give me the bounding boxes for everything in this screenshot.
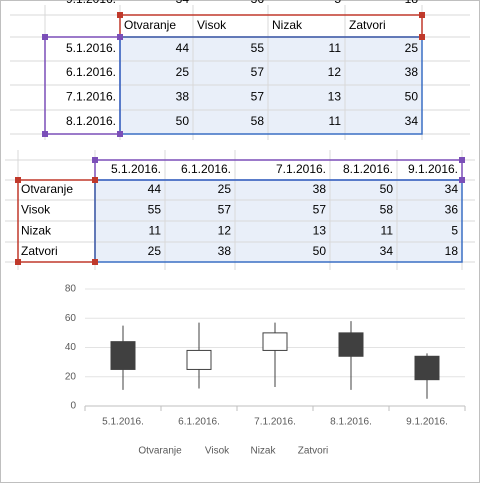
range-handle bbox=[42, 34, 48, 40]
column-header: Visok bbox=[197, 18, 227, 32]
cell-value: 50 bbox=[313, 244, 327, 258]
cell-value: 13 bbox=[313, 224, 327, 238]
cell-value: 36 bbox=[445, 203, 459, 217]
cell-value: 11 bbox=[149, 224, 162, 238]
column-header: 9.1.2016. bbox=[408, 162, 458, 176]
cell-value: 5 bbox=[451, 224, 458, 238]
candle-body bbox=[186, 349, 212, 370]
cell-value: 50 bbox=[405, 90, 419, 104]
x-tick-label: 6.1.2016. bbox=[178, 417, 220, 428]
cell-value: 25 bbox=[148, 244, 162, 258]
cell-value: 38 bbox=[405, 65, 419, 79]
cell-value: 34 bbox=[176, 0, 190, 6]
range-handle bbox=[419, 12, 425, 18]
x-tick-label: 8.1.2016. bbox=[330, 417, 372, 428]
range-handle bbox=[92, 177, 98, 183]
y-tick-label: 40 bbox=[65, 342, 77, 353]
row-header: 9.1.2016. bbox=[66, 0, 116, 6]
range-handle bbox=[92, 259, 98, 265]
cell-value: 50 bbox=[380, 182, 394, 196]
cell-value: 34 bbox=[405, 114, 419, 128]
column-header: Nizak bbox=[272, 18, 303, 32]
x-tick-label: 5.1.2016. bbox=[102, 417, 144, 428]
y-tick-label: 0 bbox=[70, 401, 76, 412]
legend-entry: Visok bbox=[205, 446, 230, 457]
x-tick-label: 9.1.2016. bbox=[406, 417, 448, 428]
range-border bbox=[94, 179, 463, 263]
row-header: 7.1.2016. bbox=[66, 90, 116, 104]
range-handle bbox=[15, 259, 21, 265]
candle-body bbox=[110, 341, 136, 370]
range-handle bbox=[419, 34, 425, 40]
cell-value: 38 bbox=[218, 244, 232, 258]
range-handle bbox=[459, 177, 465, 183]
cell-value: 55 bbox=[251, 41, 265, 55]
cell-value: 12 bbox=[328, 65, 342, 79]
cell-value: 44 bbox=[148, 182, 162, 196]
cell-value: 38 bbox=[176, 90, 190, 104]
cell-value: 25 bbox=[405, 41, 419, 55]
row-header: Otvaranje bbox=[21, 182, 73, 196]
range-handle bbox=[117, 131, 123, 137]
cell-value: 25 bbox=[218, 182, 232, 196]
cell-value: 18 bbox=[445, 244, 459, 258]
cell-value: 11 bbox=[329, 41, 342, 55]
column-header: Zatvori bbox=[349, 18, 386, 32]
row-header: 5.1.2016. bbox=[66, 41, 116, 55]
x-tick-label: 7.1.2016. bbox=[254, 417, 296, 428]
candle-body bbox=[338, 332, 364, 357]
row-header: Visok bbox=[21, 203, 51, 217]
column-header: 8.1.2016. bbox=[343, 162, 393, 176]
column-header: 5.1.2016. bbox=[111, 162, 161, 176]
candle-body bbox=[414, 355, 440, 381]
cell-value: 34 bbox=[445, 182, 459, 196]
row-header: 6.1.2016. bbox=[66, 65, 116, 79]
legend-entry: Nizak bbox=[250, 446, 276, 457]
cell-value: 11 bbox=[329, 114, 342, 128]
cell-value: 12 bbox=[218, 224, 232, 238]
cell-value: 58 bbox=[251, 114, 265, 128]
range-handle bbox=[15, 177, 21, 183]
cell-value: 57 bbox=[313, 203, 327, 217]
row-header: Zatvori bbox=[21, 244, 58, 258]
cell-value: 36 bbox=[251, 0, 265, 6]
cell-value: 25 bbox=[176, 65, 190, 79]
legend-entry: Zatvori bbox=[298, 446, 329, 457]
row-header: 8.1.2016. bbox=[66, 114, 116, 128]
cell-value: 11 bbox=[381, 224, 394, 238]
y-tick-label: 20 bbox=[65, 371, 77, 382]
y-tick-label: 80 bbox=[65, 284, 77, 295]
range-handle bbox=[92, 157, 98, 163]
range-handle bbox=[459, 157, 465, 163]
range-border bbox=[119, 36, 423, 135]
cell-value: 50 bbox=[176, 114, 190, 128]
range-handle bbox=[42, 131, 48, 137]
column-header: 7.1.2016. bbox=[276, 162, 326, 176]
candle-body bbox=[262, 332, 288, 351]
cell-value: 44 bbox=[176, 41, 190, 55]
cell-value: 58 bbox=[380, 203, 394, 217]
cell-value: 57 bbox=[251, 65, 265, 79]
y-tick-label: 60 bbox=[65, 313, 77, 324]
range-handle bbox=[117, 12, 123, 18]
cell-value: 38 bbox=[313, 182, 327, 196]
cell-value: 34 bbox=[380, 244, 394, 258]
cell-value: 57 bbox=[218, 203, 232, 217]
cell-value: 55 bbox=[148, 203, 162, 217]
cell-value: 13 bbox=[328, 90, 342, 104]
cell-value: 57 bbox=[251, 90, 265, 104]
range-handle bbox=[117, 34, 123, 40]
cell-value: 5 bbox=[334, 0, 341, 6]
column-header: Otvaranje bbox=[124, 18, 176, 32]
cell-value: 18 bbox=[405, 0, 419, 6]
legend-entry: Otvaranje bbox=[138, 446, 182, 457]
column-header: 6.1.2016. bbox=[181, 162, 231, 176]
row-header: Nizak bbox=[21, 224, 52, 238]
